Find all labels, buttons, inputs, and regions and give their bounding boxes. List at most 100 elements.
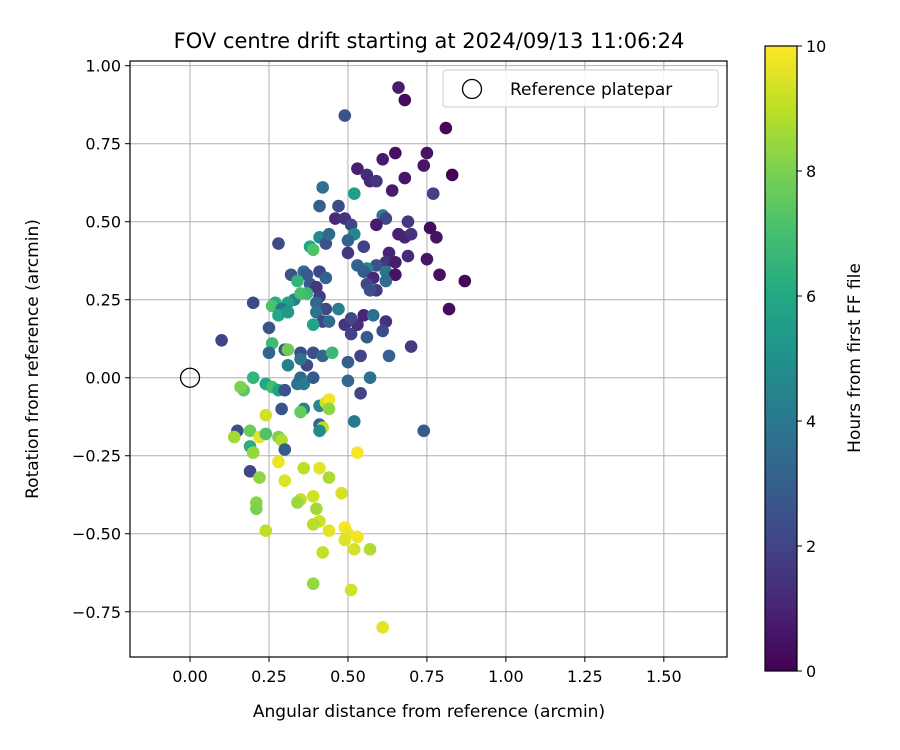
chart-title: FOV centre drift starting at 2024/09/13 …: [174, 29, 685, 53]
colorbar-gradient: [764, 45, 798, 672]
data-point: [243, 424, 257, 438]
data-point: [278, 443, 292, 456]
y-tick-label: −0.25: [72, 447, 121, 466]
data-point: [310, 305, 323, 319]
data-point: [291, 496, 304, 509]
data-point: [297, 377, 311, 391]
data-point: [341, 234, 355, 247]
data-point: [351, 446, 364, 459]
data-point: [272, 237, 285, 250]
data-point: [401, 215, 415, 229]
data-point: [322, 227, 336, 241]
data-point: [439, 121, 453, 135]
data-point: [259, 408, 273, 422]
data-point: [322, 471, 336, 484]
data-point: [246, 371, 260, 385]
plot-frame: [129, 60, 728, 658]
data-point: [272, 309, 285, 322]
data-point: [433, 268, 446, 282]
data-point: [243, 465, 257, 478]
data-point: [458, 274, 472, 288]
data-point: [379, 212, 393, 225]
data-point: [325, 346, 339, 360]
x-tick-label: 1.00: [488, 667, 524, 686]
data-point: [272, 455, 285, 469]
data-point: [351, 530, 364, 544]
data-point: [366, 309, 380, 322]
data-point: [306, 489, 320, 503]
data-point: [347, 543, 361, 556]
data-point: [291, 274, 304, 288]
data-point: [227, 430, 241, 444]
data-point: [392, 81, 405, 94]
data-point: [316, 181, 329, 194]
data-point: [322, 402, 336, 416]
colorbar-tick-label: 4: [806, 412, 816, 431]
y-tick-label: 0.75: [85, 135, 121, 154]
data-point: [379, 274, 393, 288]
data-point: [370, 259, 383, 272]
y-tick-label: −0.75: [72, 603, 121, 622]
data-point: [389, 146, 402, 160]
colorbar-tick-label: 2: [806, 537, 816, 556]
reference-point: [179, 367, 201, 388]
data-point: [313, 199, 326, 213]
y-tick-label: 0.50: [85, 213, 121, 232]
data-point: [332, 302, 345, 316]
x-tick-label: 1.50: [646, 667, 682, 686]
data-point: [306, 577, 320, 590]
data-point: [297, 461, 311, 475]
data-point: [354, 349, 367, 363]
data-point: [275, 402, 288, 416]
y-tick-label: −0.50: [72, 525, 121, 544]
data-point: [357, 265, 371, 278]
data-point: [347, 415, 361, 428]
data-point: [382, 349, 396, 363]
data-point: [420, 146, 434, 160]
data-point: [347, 187, 361, 200]
data-point: [259, 427, 273, 441]
data-point: [322, 393, 336, 406]
data-point: [262, 346, 276, 360]
data-point: [278, 474, 292, 487]
data-point: [420, 252, 434, 266]
data-point: [338, 109, 352, 122]
data-point: [385, 184, 399, 197]
colorbar-tick-label: 6: [806, 287, 816, 306]
data-point: [335, 486, 348, 500]
data-point: [398, 171, 412, 185]
colorbar-ticks: 0 2 4 6 8 10: [797, 37, 826, 681]
data-point: [341, 355, 355, 369]
data-point: [426, 187, 440, 200]
data-point: [281, 343, 295, 356]
data-point: [357, 309, 371, 322]
data-point: [246, 296, 260, 310]
x-tick-label: 0.50: [330, 667, 366, 686]
x-tick-label: 0.00: [172, 667, 208, 686]
data-point: [332, 199, 345, 213]
x-tick-label: 0.25: [251, 667, 287, 686]
data-point: [306, 318, 320, 331]
data-point: [370, 218, 383, 232]
data-point: [351, 162, 364, 175]
grid: [130, 61, 727, 657]
data-point: [417, 424, 431, 438]
colorbar-tick-label: 10: [806, 37, 826, 56]
x-tick-label: 1.25: [567, 667, 603, 686]
data-point: [319, 271, 333, 285]
colorbar-tick-label: 8: [806, 162, 816, 181]
data-point: [344, 312, 358, 325]
data-point: [445, 168, 459, 182]
data-point: [360, 330, 374, 344]
x-axis-label: Angular distance from reference (arcmin): [253, 702, 605, 722]
data-point: [306, 346, 320, 360]
data-point: [294, 287, 307, 300]
data-point: [398, 93, 412, 107]
data-point: [316, 546, 329, 559]
data-point: [246, 446, 260, 459]
data-point: [341, 246, 355, 260]
colorbar-label: Hours from first FF file: [845, 263, 865, 453]
data-point: [306, 371, 320, 385]
colorbar-tick-label: 0: [806, 662, 816, 681]
